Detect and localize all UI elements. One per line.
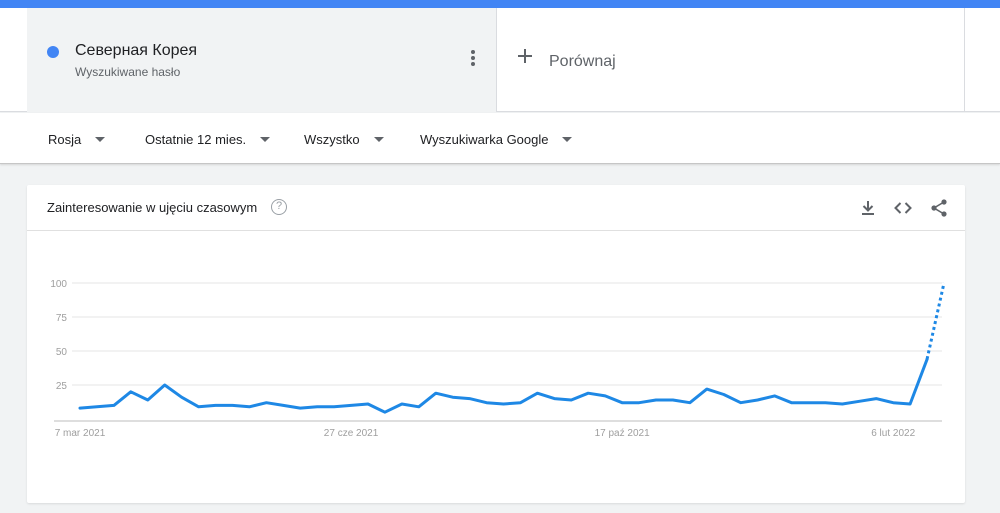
caret-down-icon	[562, 136, 573, 142]
download-icon[interactable]	[858, 198, 878, 218]
partial-data-line[interactable]	[925, 282, 946, 360]
x-tick-label: 27 cze 2021	[324, 428, 379, 439]
plus-icon	[517, 48, 533, 64]
filters-bar: Rosja Ostatnie 12 mies. Wszystko Wyszuki…	[0, 113, 1000, 164]
top-accent-bar	[0, 0, 1000, 8]
share-icon[interactable]	[929, 198, 949, 218]
card-header: Zainteresowanie w ujęciu czasowym ?	[27, 185, 965, 231]
region-filter[interactable]: Rosja	[48, 130, 106, 148]
search-term-card[interactable]: Северная Корея Wyszukiwane hasło	[27, 8, 496, 112]
term-color-dot	[47, 46, 59, 58]
caret-down-icon	[373, 136, 384, 142]
more-options-icon[interactable]	[465, 50, 481, 70]
category-filter-label: Wszystko	[304, 131, 360, 147]
term-subtitle: Wyszukiwane hasło	[75, 65, 181, 79]
time-range-filter-label: Ostatnie 12 mies.	[145, 131, 247, 147]
interest-series-line[interactable]	[78, 357, 929, 414]
compare-button[interactable]: Porównaj	[496, 8, 965, 112]
help-icon[interactable]: ?	[271, 199, 287, 215]
y-tick-label: 100	[50, 279, 67, 290]
x-tick-label: 7 mar 2021	[55, 428, 106, 439]
region-filter-label: Rosja	[48, 131, 82, 147]
category-filter[interactable]: Wszystko	[304, 130, 384, 148]
compare-label: Porównaj	[549, 53, 616, 70]
y-tick-label: 50	[56, 347, 68, 358]
embed-icon[interactable]	[893, 198, 913, 218]
x-tick-label: 6 lut 2022	[871, 428, 915, 439]
interest-over-time-card: Zainteresowanie w ujęciu czasowym ? 25 50…	[27, 185, 965, 503]
search-terms-row: Северная Корея Wyszukiwane hasło Porówna…	[0, 8, 1000, 112]
y-tick-label: 25	[56, 381, 68, 392]
time-range-filter[interactable]: Ostatnie 12 mies.	[145, 130, 271, 148]
term-name[interactable]: Северная Корея	[75, 42, 198, 59]
caret-down-icon	[260, 136, 271, 142]
caret-down-icon	[95, 136, 106, 142]
card-title: Zainteresowanie w ujęciu czasowym	[47, 200, 258, 215]
interest-line-chart: 25 50 75 100 7 mar 2021 27 cze 2021 17 paź 20…	[50, 279, 946, 439]
x-tick-label: 17 paź 2021	[595, 428, 650, 439]
y-tick-label: 75	[56, 313, 68, 324]
search-type-filter[interactable]: Wyszukiwarka Google	[420, 130, 573, 148]
search-type-filter-label: Wyszukiwarka Google	[420, 131, 549, 147]
